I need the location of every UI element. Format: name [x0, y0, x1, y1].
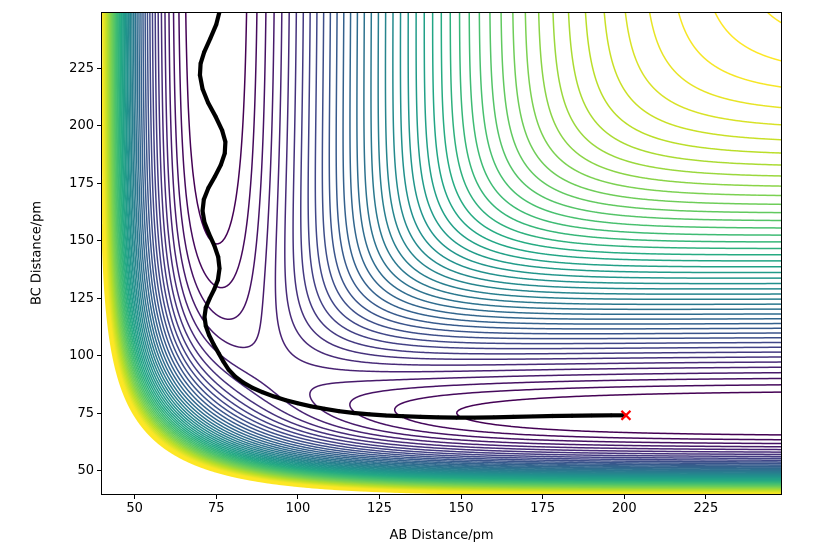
y-tick: [97, 125, 101, 127]
y-tick: [97, 412, 101, 414]
y-tick-label: 75: [77, 405, 94, 421]
y-tick: [97, 182, 101, 184]
x-tick: [460, 495, 462, 499]
y-tick-label: 175: [69, 175, 94, 191]
x-tick: [134, 495, 136, 499]
y-tick-label: 125: [69, 290, 94, 306]
x-tick: [705, 495, 707, 499]
x-tick: [215, 495, 217, 499]
x-tick-label: 200: [611, 501, 637, 516]
y-tick-label: 100: [69, 348, 94, 364]
y-tick: [97, 470, 101, 472]
x-tick-label: 75: [207, 501, 225, 516]
y-tick: [97, 297, 101, 299]
x-tick-label: 125: [367, 501, 392, 516]
x-tick-label: 50: [126, 501, 143, 516]
x-tick: [297, 495, 299, 499]
x-tick-label: 100: [285, 501, 311, 516]
y-tick-label: 150: [69, 233, 94, 249]
x-axis-label: AB Distance/pm: [389, 528, 494, 543]
x-tick: [378, 495, 380, 499]
y-axis-label: BC Distance/pm: [29, 200, 45, 306]
x-tick-label: 175: [530, 501, 556, 516]
y-tick-label: 50: [77, 463, 94, 479]
contour-canvas: [102, 13, 781, 494]
plot-area: [101, 12, 782, 495]
x-tick: [623, 495, 625, 499]
y-tick: [97, 355, 101, 357]
x-tick-label: 150: [448, 501, 474, 516]
y-tick-label: 200: [69, 118, 94, 134]
y-tick: [97, 240, 101, 242]
x-tick-label: 225: [693, 501, 719, 516]
y-tick-label: 225: [69, 60, 94, 76]
x-tick: [542, 495, 544, 499]
y-tick: [97, 67, 101, 69]
